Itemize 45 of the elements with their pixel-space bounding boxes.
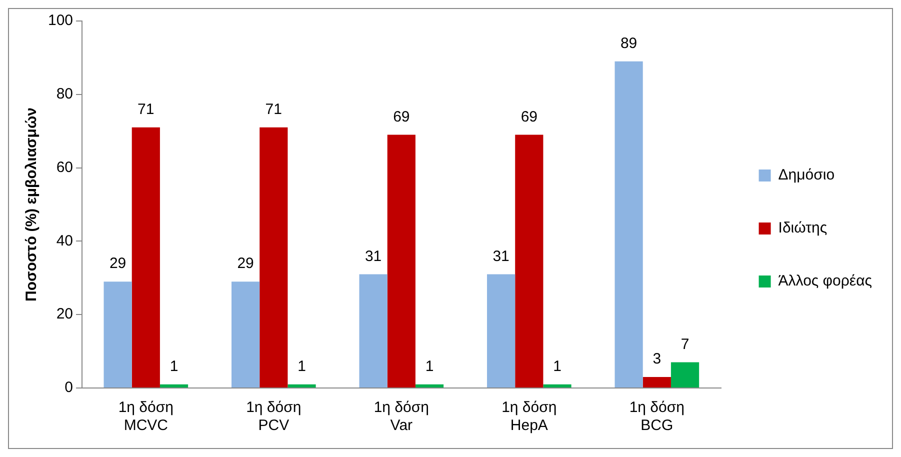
y-tick-label: 0 <box>64 379 74 396</box>
bar <box>260 127 288 388</box>
data-label: 69 <box>393 108 410 126</box>
y-axis-title: Ποσοστό (%) εμβολιασμών <box>23 108 40 302</box>
data-label: 3 <box>652 350 662 368</box>
data-label: 31 <box>364 248 382 265</box>
data-label: 1 <box>298 358 306 375</box>
legend-label: Δημόσιο <box>778 166 835 184</box>
bar <box>288 384 316 388</box>
bar <box>132 127 160 388</box>
data-label: 1 <box>553 358 562 375</box>
bar <box>515 134 544 388</box>
data-label: 69 <box>520 108 538 126</box>
x-tick-label: 1η δόση Var <box>374 399 429 434</box>
y-tick-label: 40 <box>56 232 74 250</box>
data-label: 1 <box>425 358 434 375</box>
legend-label: Άλλος φορέας <box>778 272 872 290</box>
y-tick-label: 20 <box>56 306 74 323</box>
x-tick-label: 1η δόση HepA <box>502 399 557 434</box>
bar <box>642 376 671 388</box>
bar <box>387 134 416 388</box>
data-label: 29 <box>109 255 126 272</box>
data-label: 71 <box>138 101 154 118</box>
bar <box>359 274 388 388</box>
data-label: 1 <box>170 358 178 375</box>
x-tick-label: 1η δόση PCV <box>246 399 302 434</box>
data-label: 31 <box>492 248 510 265</box>
bar <box>415 384 444 388</box>
bar <box>160 384 188 388</box>
data-label: 29 <box>237 255 254 272</box>
x-tick-label: 1η δόση BCG <box>629 399 684 434</box>
bar <box>231 282 260 388</box>
bar <box>487 274 516 388</box>
bar <box>670 362 700 388</box>
y-tick-label: 60 <box>56 158 74 176</box>
data-label: 71 <box>265 101 282 118</box>
x-tick-label: 1η δόση MCVC <box>118 399 174 434</box>
bar <box>614 61 643 388</box>
data-label: 7 <box>680 336 690 353</box>
bar <box>104 282 132 388</box>
data-label: 89 <box>620 35 638 52</box>
y-tick-label: 100 <box>48 12 74 30</box>
y-tick-label: 80 <box>56 86 74 103</box>
legend-label: Ιδιώτης <box>778 220 828 237</box>
bar <box>543 384 572 388</box>
